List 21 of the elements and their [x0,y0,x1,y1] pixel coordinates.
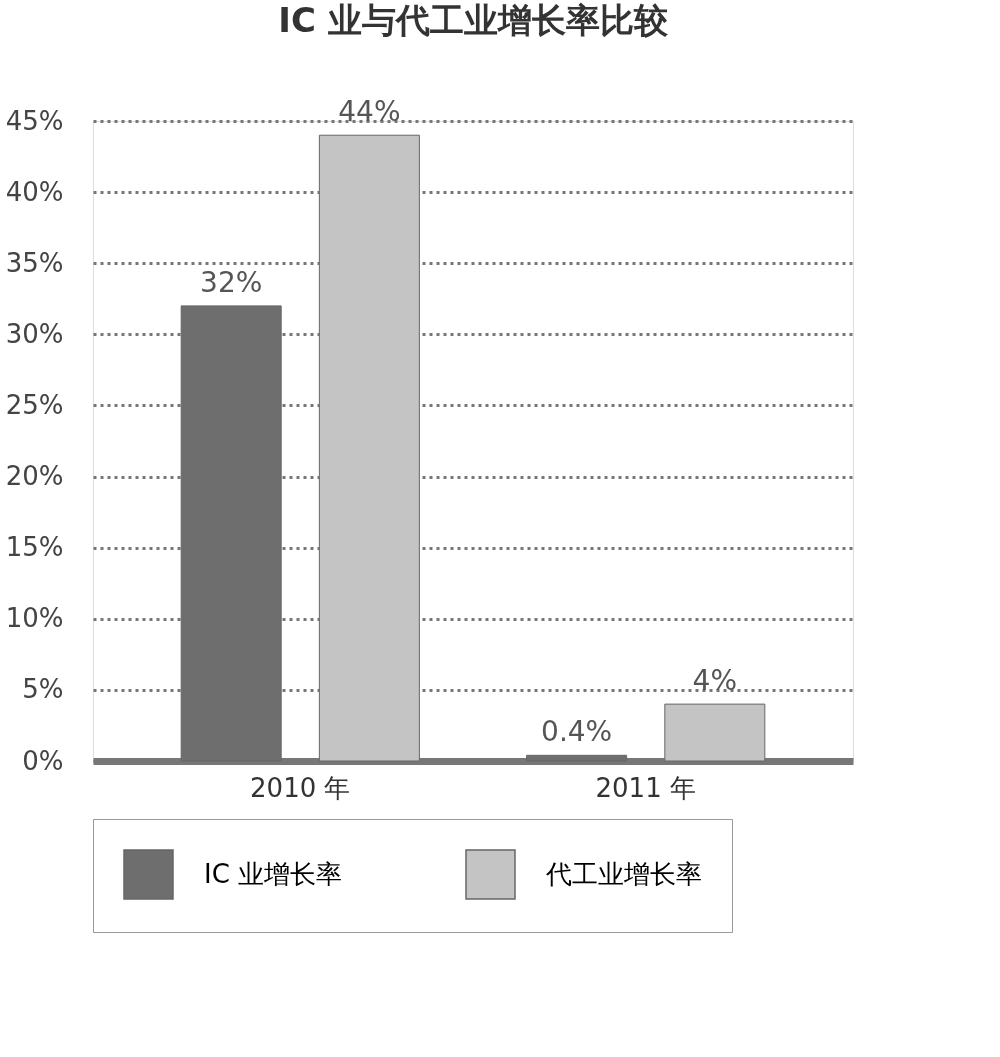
y-tick-label: 35% [5,247,64,278]
legend-label: IC 业增长率 [204,858,343,889]
y-tick-label: 45% [5,105,64,136]
y-tick-label: 15% [5,532,64,563]
y-tick-label: 0% [22,745,64,776]
y-tick-label: 20% [5,461,64,492]
bar [664,703,766,762]
chart-title: IC 业与代工业增长率比较 [278,0,669,41]
x-tick-label: 2010 年 [250,772,351,803]
data-label: 32% [200,265,263,299]
x-tick-label: 2011 年 [595,772,696,803]
y-tick-label: 5% [22,674,64,705]
data-label: 4% [692,664,738,698]
data-label: 0.4% [541,715,613,749]
y-tick-label: 30% [5,318,64,349]
legend-label: 代工业增长率 [545,858,702,889]
bar [318,134,420,762]
y-tick-label: 10% [5,603,64,634]
data-label: 44% [338,95,401,129]
y-tick-label: 25% [5,389,64,420]
y-tick-label: 40% [5,176,64,207]
